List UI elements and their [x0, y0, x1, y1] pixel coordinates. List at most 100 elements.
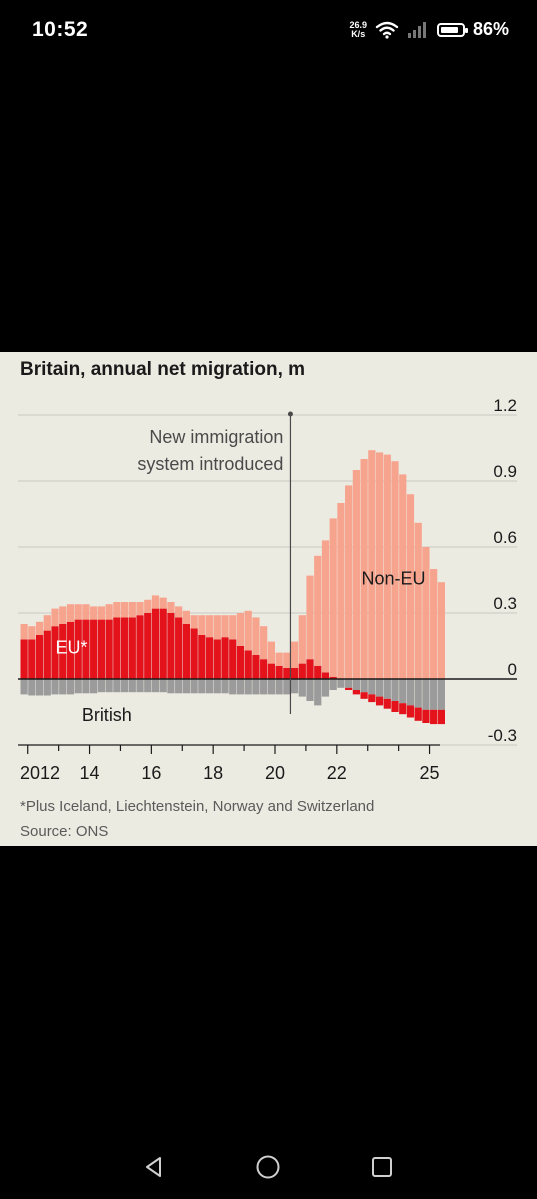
british-bar [314, 679, 322, 706]
battery-icon [436, 22, 468, 37]
eu-bar [74, 619, 82, 679]
series-label: British [82, 705, 132, 725]
status-icons: 26.9 K/s 86% [349, 19, 509, 40]
non-eu-bar [167, 602, 175, 613]
non-eu-bar [360, 459, 368, 679]
non-eu-bar [414, 522, 422, 679]
british-bar [236, 679, 245, 695]
non-eu-bar [182, 610, 190, 624]
eu-bar [128, 617, 136, 679]
net-speed-indicator: 26.9 K/s [349, 19, 367, 39]
british-bar [35, 679, 44, 696]
british-bar [414, 679, 422, 708]
british-bar [175, 679, 183, 694]
british-bar [120, 679, 129, 693]
non-eu-bar [113, 602, 121, 618]
net-speed-value: 26.9 [349, 19, 367, 30]
recents-button[interactable] [367, 1152, 397, 1182]
x-tick-label: 25 [420, 763, 440, 783]
british-bar [43, 679, 51, 696]
non-eu-bar [391, 461, 399, 679]
eu-bar [151, 608, 160, 679]
home-button[interactable] [253, 1152, 283, 1182]
non-eu-bar [437, 582, 445, 679]
british-bar [97, 679, 105, 693]
non-eu-bar [120, 602, 129, 618]
back-triangle-icon [146, 1157, 161, 1177]
british-bar [352, 679, 360, 690]
chart-card: Britain, annual net migration, m -0.3 0 0.3… [0, 352, 537, 846]
eu-bar [360, 692, 368, 699]
non-eu-bar [283, 652, 291, 668]
british-bar [51, 679, 59, 695]
eu-bar [275, 665, 283, 679]
non-eu-bar [290, 641, 299, 668]
eu-bar [236, 646, 245, 679]
non-eu-bar [59, 606, 67, 624]
british-bar [337, 679, 345, 688]
british-bar [182, 679, 190, 694]
eu-bar [167, 613, 175, 679]
battery-percent: 86% [472, 19, 509, 39]
non-eu-bar [144, 599, 152, 613]
eu-bar [399, 703, 407, 715]
british-bar [20, 679, 28, 695]
british-bar [329, 679, 337, 690]
y-tick-label: -0.3 [488, 726, 517, 745]
navigation-bar [0, 1140, 537, 1199]
non-eu-bar [345, 485, 353, 679]
british-bar [144, 679, 152, 693]
non-eu-bar [105, 604, 113, 620]
non-eu-bar [244, 610, 252, 651]
non-eu-bar [213, 615, 221, 640]
net-speed-unit: K/s [351, 28, 366, 39]
non-eu-bar [90, 606, 98, 620]
x-tick-label: 16 [141, 763, 161, 783]
non-eu-bar [151, 595, 160, 609]
eu-bar [306, 659, 314, 679]
british-bar [90, 679, 98, 694]
eu-bar [375, 696, 384, 706]
eu-bar [35, 635, 44, 679]
x-tick-label: 2012 [20, 763, 60, 783]
eu-bar [283, 668, 291, 679]
eu-bar [175, 617, 183, 679]
british-bar [375, 679, 384, 697]
eu-bar [314, 665, 322, 679]
british-bar [383, 679, 391, 699]
british-bar [406, 679, 415, 706]
non-eu-bar [252, 617, 260, 655]
status-time: 10:52 [32, 18, 89, 41]
non-eu-bar [221, 615, 229, 638]
y-tick-label: 0.9 [493, 462, 517, 481]
eu-bar [221, 637, 229, 679]
non-eu-bar [35, 621, 44, 635]
non-eu-bar [43, 615, 51, 631]
eu-bar [290, 668, 299, 679]
eu-bar [383, 698, 391, 709]
non-eu-bar [190, 615, 198, 629]
chart-footnote: *Plus Iceland, Liechtenstein, Norway and… [20, 798, 374, 815]
eu-bar [97, 619, 105, 679]
eu-bar [59, 624, 67, 679]
y-tick-label: 1.2 [493, 396, 517, 415]
non-eu-bar [329, 518, 337, 677]
eu-bar [159, 608, 167, 679]
eu-bar [422, 709, 430, 723]
british-bar [190, 679, 198, 694]
back-button[interactable] [139, 1152, 169, 1182]
non-eu-bar [375, 452, 384, 679]
eu-bar [20, 639, 28, 679]
british-bar [391, 679, 399, 701]
british-bar [59, 679, 67, 695]
eu-bar [260, 659, 268, 679]
british-bar [105, 679, 113, 693]
migration-chart: Britain, annual net migration, m -0.3 0 0.3… [18, 359, 517, 840]
non-eu-bar [205, 615, 214, 638]
non-eu-bar [229, 615, 237, 640]
british-bar [82, 679, 90, 694]
series-label: EU* [56, 638, 88, 658]
eu-bar [267, 663, 275, 679]
non-eu-bar [136, 602, 144, 616]
non-eu-bar [314, 555, 322, 666]
